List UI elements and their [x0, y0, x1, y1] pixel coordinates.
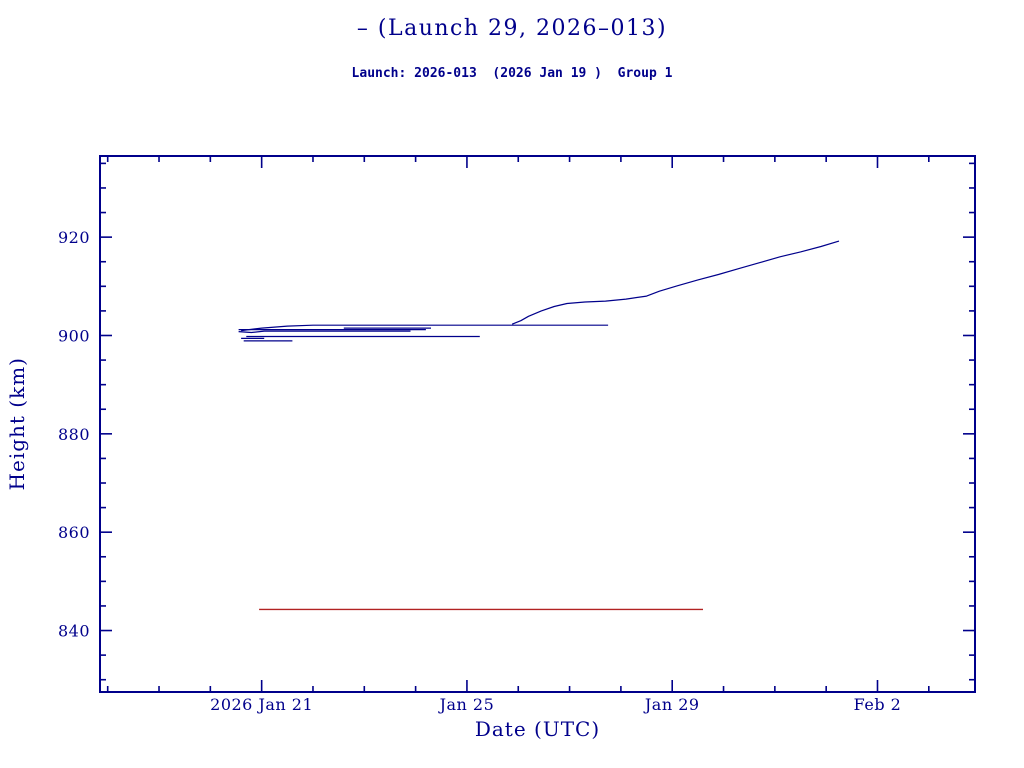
object-trace-6 — [241, 324, 609, 332]
y-tick-label: 860 — [58, 523, 90, 542]
x-tick-label: Jan 25 — [438, 695, 495, 714]
x-tick-label: Feb 2 — [854, 695, 902, 714]
y-tick-label: 880 — [58, 425, 90, 444]
object-trace-raising — [511, 240, 840, 325]
y-tick-label: 900 — [58, 326, 90, 345]
chart-title: – (Launch 29, 2026–013) — [356, 16, 668, 41]
object-trace-2 — [238, 330, 411, 334]
x-tick-label: Jan 29 — [643, 695, 700, 714]
y-tick-label: 840 — [58, 622, 90, 641]
chart-subtitle: Launch: 2026-013 (2026 Jan 19 ) Group 1 — [351, 66, 673, 81]
x-axis-label: Date (UTC) — [474, 717, 601, 741]
y-tick-label: 920 — [58, 228, 90, 247]
plot-frame — [99, 155, 976, 693]
x-tick-label: 2026 Jan 21 — [210, 695, 313, 714]
